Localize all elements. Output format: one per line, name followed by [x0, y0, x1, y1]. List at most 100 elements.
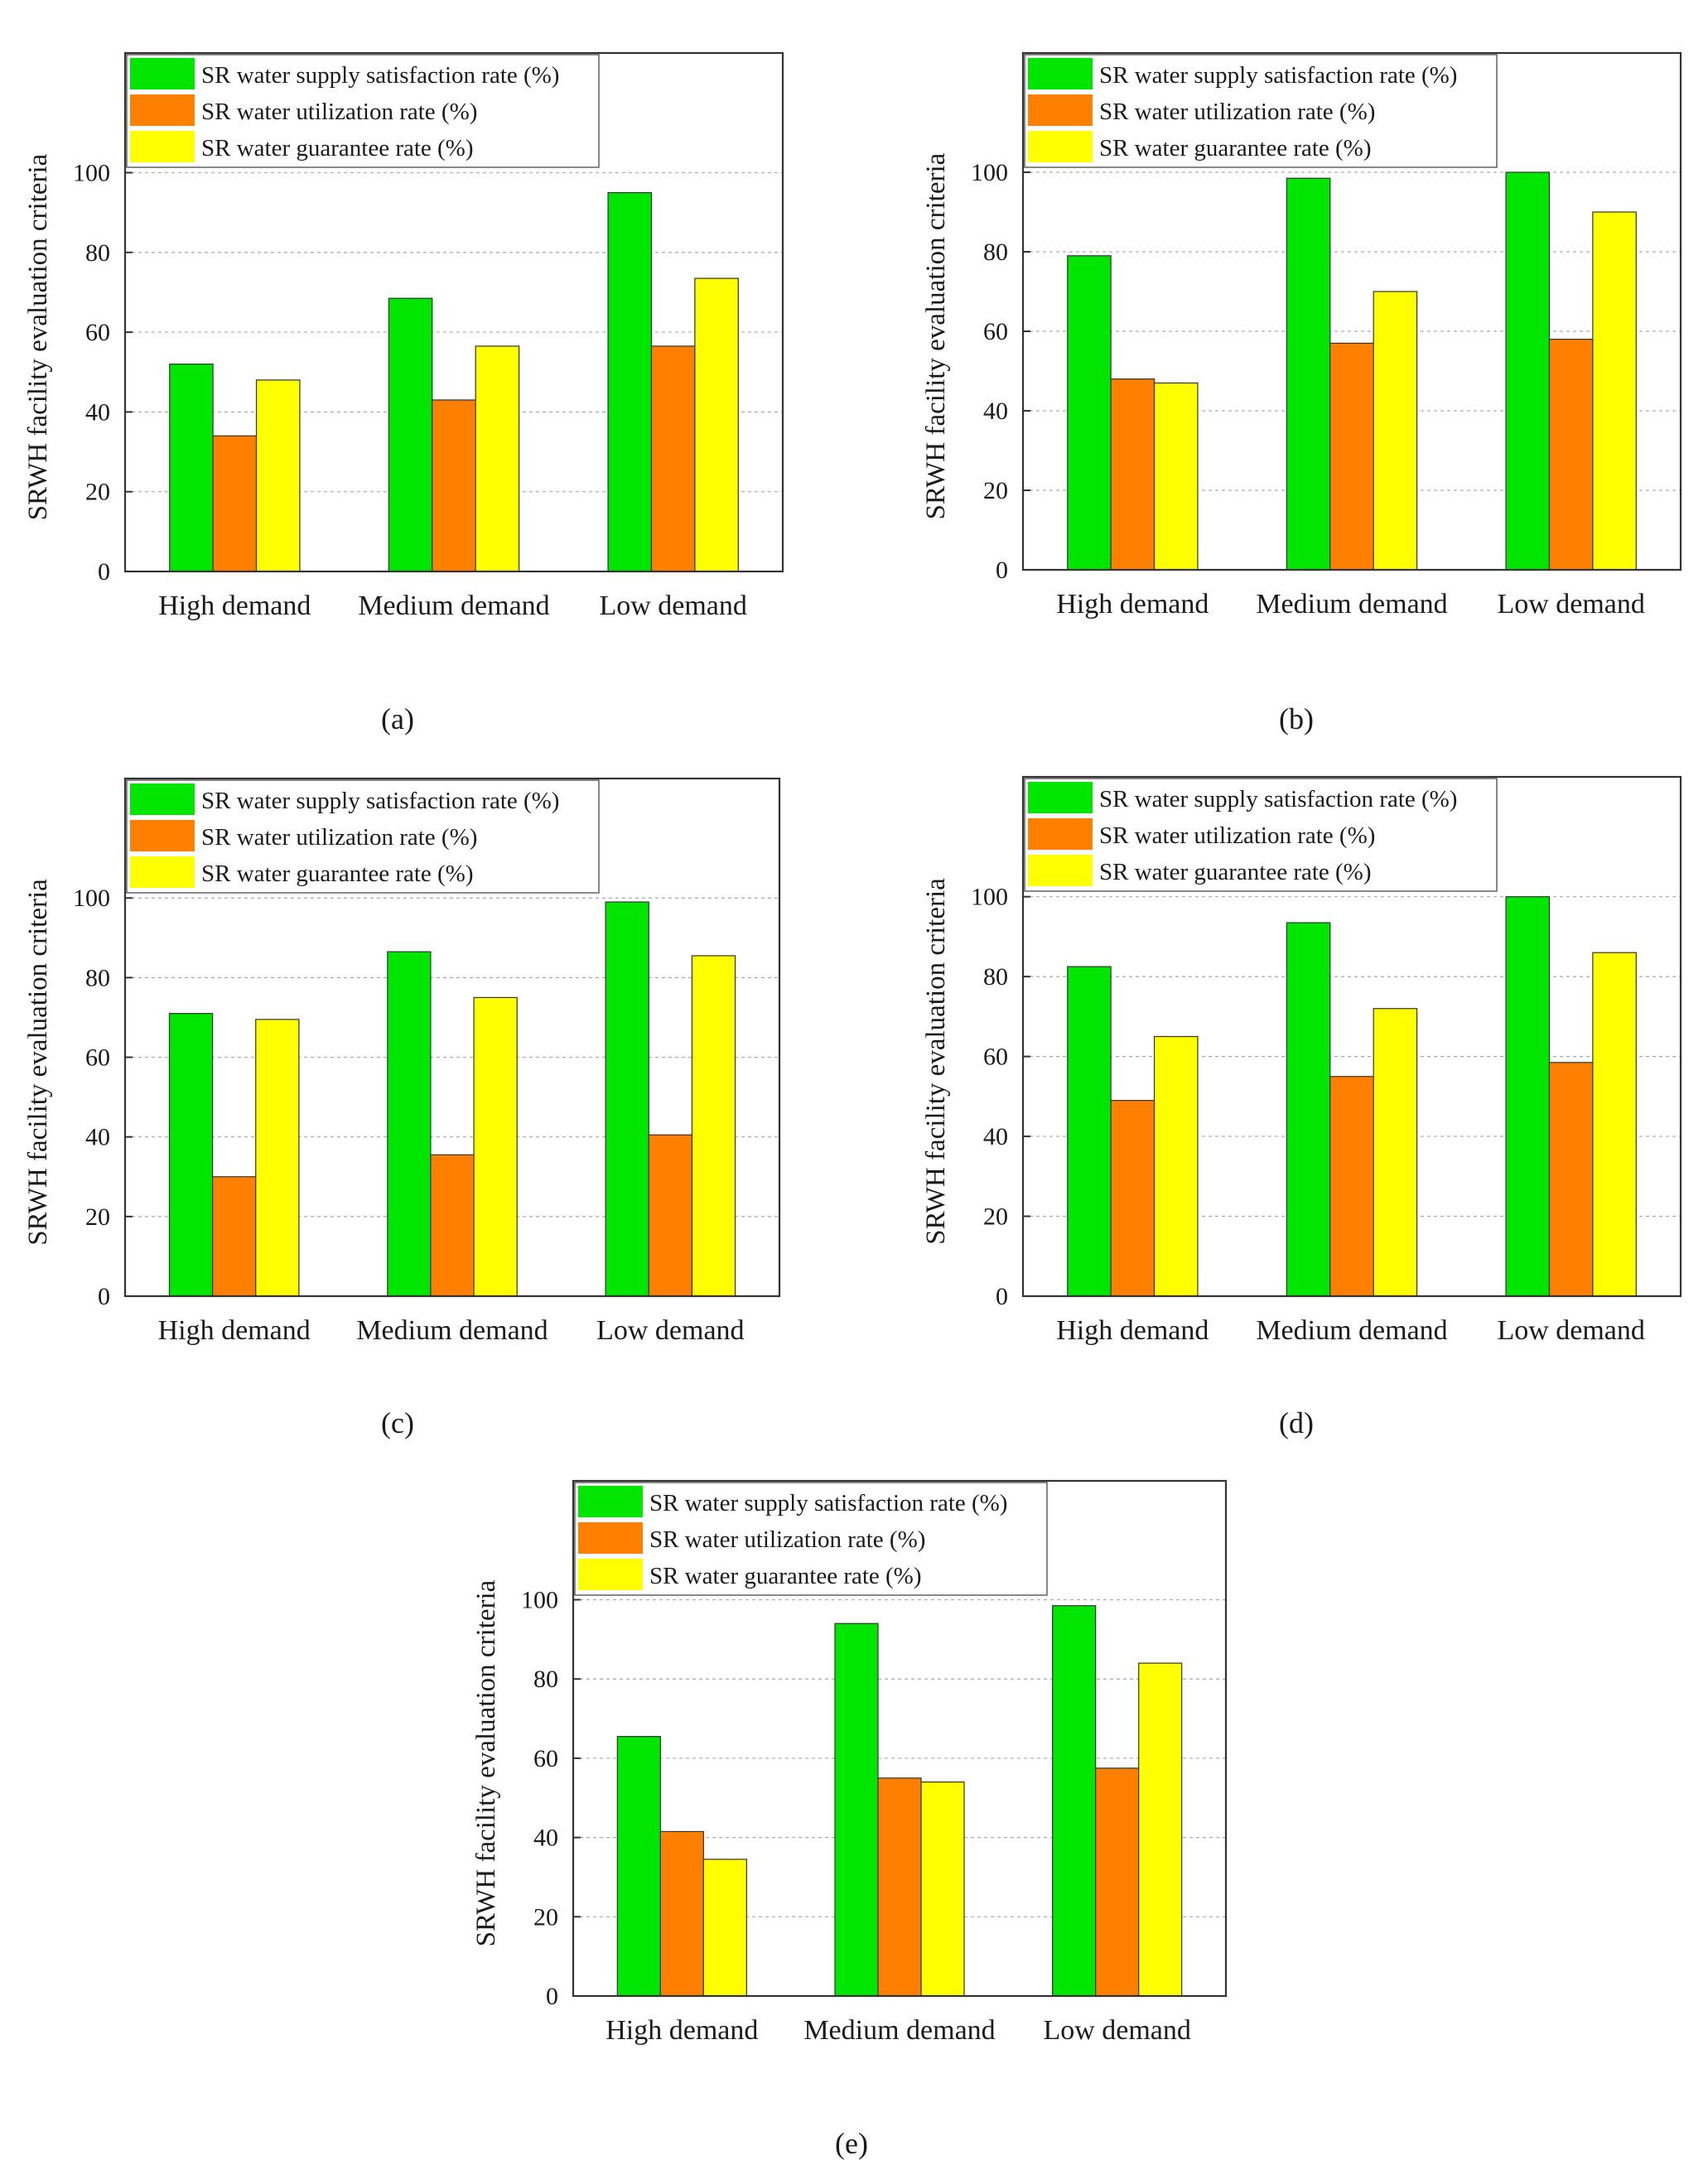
category-label: Low demand	[1497, 589, 1644, 620]
bar-guarantee-medium	[475, 345, 520, 572]
chart-panel-2: 0 20 40 60 80 100 High demand Medium demand Low …	[921, 51, 1682, 735]
bar-guarantee-low	[691, 955, 736, 1297]
legend-box	[126, 779, 600, 894]
bar-supply-satisfaction-high	[1067, 966, 1112, 1297]
y-tick-label: 0	[98, 1283, 110, 1310]
bar-guarantee-high	[702, 1859, 747, 1997]
y-axis-label: SRWH facility evaluation criteria	[921, 878, 951, 1245]
y-axis-label: SRWH facility evaluation criteria	[921, 152, 951, 519]
panel-caption: (d)	[1279, 1406, 1314, 1439]
panel-caption: (e)	[835, 2127, 868, 2160]
y-tick-label: 100	[73, 885, 110, 912]
bar-supply-satisfaction-high	[616, 1736, 661, 1997]
bar-guarantee-medium	[1373, 1008, 1418, 1297]
legend-label: SR water supply satisfaction rate (%)	[201, 62, 559, 89]
plot-frame	[123, 51, 784, 573]
plot-frame	[572, 1479, 1228, 1998]
bar-supply-satisfaction-low	[1505, 896, 1551, 1297]
legend-label: SR water supply satisfaction rate (%)	[649, 1490, 1007, 1516]
legend-swatch	[130, 783, 195, 815]
bar-guarantee-high	[1153, 1035, 1199, 1297]
category-label: High demand	[1056, 1315, 1209, 1346]
bar-supply-satisfaction-low	[607, 191, 653, 572]
legend-label: SR water guarantee rate (%)	[201, 861, 474, 887]
category-label: Low demand	[1043, 2015, 1190, 2046]
y-tick-label: 80	[983, 963, 1008, 991]
y-tick-label: 0	[98, 558, 110, 586]
category-label: High demand	[606, 2015, 758, 2046]
chart-panel-5: 0 20 40 60 80 100 High demand Medium demand Low …	[471, 1479, 1228, 2160]
y-tick-label: 60	[85, 1044, 110, 1072]
bar-utilization-low	[1095, 1767, 1140, 1997]
bar-utilization-medium	[1329, 342, 1374, 571]
legend-box	[1024, 54, 1498, 168]
plot-frame	[123, 777, 781, 1298]
y-tick-label: 20	[85, 479, 110, 506]
legend-label: SR water utilization rate (%)	[201, 824, 477, 851]
y-tick-label: 100	[73, 159, 110, 186]
bar-supply-satisfaction-high	[168, 1013, 214, 1297]
category-label: Medium demand	[358, 591, 549, 621]
legend-box	[1024, 778, 1498, 892]
plot-frame	[1021, 51, 1682, 571]
y-tick-label: 40	[983, 1123, 1008, 1150]
legend-swatch	[1028, 818, 1093, 850]
y-tick-label: 100	[971, 159, 1008, 186]
y-tick-label: 60	[983, 318, 1008, 345]
legend: SR water supply satisfaction rate (%) SR …	[574, 1482, 1048, 1596]
bar-guarantee-low	[1592, 952, 1637, 1297]
legend-label: SR water guarantee rate (%)	[1099, 859, 1372, 885]
y-tick-label: 0	[546, 1983, 558, 2010]
legend-swatch	[578, 1486, 643, 1517]
bar-utilization-low	[648, 1134, 693, 1297]
bar-utilization-medium	[432, 399, 476, 572]
bar-utilization-low	[1548, 1062, 1594, 1297]
bar-utilization-high	[659, 1830, 704, 1997]
bar-supply-satisfaction-medium	[388, 297, 433, 572]
legend-swatch	[130, 131, 195, 162]
bar-supply-satisfaction-high	[169, 364, 214, 572]
legend-label: SR water supply satisfaction rate (%)	[1099, 62, 1457, 89]
bar-supply-satisfaction-low	[605, 901, 649, 1297]
legend-label: SR water utilization rate (%)	[201, 99, 477, 125]
chart-panel-1: 0 20 40 60 80 100 High demand Medium demand Low …	[23, 51, 784, 735]
bar-supply-satisfaction-medium	[1286, 177, 1331, 571]
category-label: Low demand	[596, 1315, 744, 1346]
legend-box	[126, 54, 600, 168]
legend-swatch	[1028, 855, 1093, 886]
bar-utilization-high	[211, 1176, 257, 1297]
legend-swatch	[1028, 131, 1093, 162]
legend-label: SR water supply satisfaction rate (%)	[1099, 786, 1457, 812]
bar-guarantee-high	[1153, 382, 1199, 571]
category-label: High demand	[158, 591, 311, 621]
bar-supply-satisfaction-low	[1505, 171, 1551, 571]
bar-supply-satisfaction-medium	[834, 1622, 879, 1997]
legend-label: SR water supply satisfaction rate (%)	[201, 788, 559, 814]
bar-guarantee-medium	[1373, 291, 1418, 571]
legend-label: SR water guarantee rate (%)	[201, 135, 474, 162]
y-tick-label: 20	[85, 1203, 110, 1231]
legend-swatch	[130, 856, 195, 888]
bar-supply-satisfaction-medium	[1286, 922, 1331, 1297]
y-tick-label: 60	[85, 319, 110, 346]
y-tick-label: 20	[983, 1203, 1008, 1231]
chart-panel-4: 0 20 40 60 80 100 High demand Medium demand Low …	[921, 775, 1682, 1439]
bar-supply-satisfaction-high	[1067, 255, 1112, 571]
legend-label: SR water guarantee rate (%)	[649, 1563, 922, 1589]
bar-guarantee-low	[1138, 1662, 1183, 1997]
bar-utilization-medium	[877, 1777, 922, 1997]
legend-swatch	[1028, 94, 1093, 126]
bar-guarantee-low	[1592, 211, 1637, 571]
y-tick-label: 60	[983, 1044, 1008, 1071]
y-tick-label: 80	[983, 239, 1008, 266]
y-tick-label: 80	[533, 1666, 558, 1693]
category-label: Medium demand	[1256, 589, 1447, 620]
y-tick-label: 100	[971, 884, 1008, 911]
legend-label: SR water utilization rate (%)	[1099, 822, 1375, 849]
y-tick-label: 40	[85, 398, 110, 426]
legend-swatch	[578, 1559, 643, 1590]
y-tick-label: 80	[85, 964, 110, 991]
category-label: Medium demand	[356, 1315, 548, 1346]
legend: SR water supply satisfaction rate (%) SR …	[1024, 54, 1498, 168]
